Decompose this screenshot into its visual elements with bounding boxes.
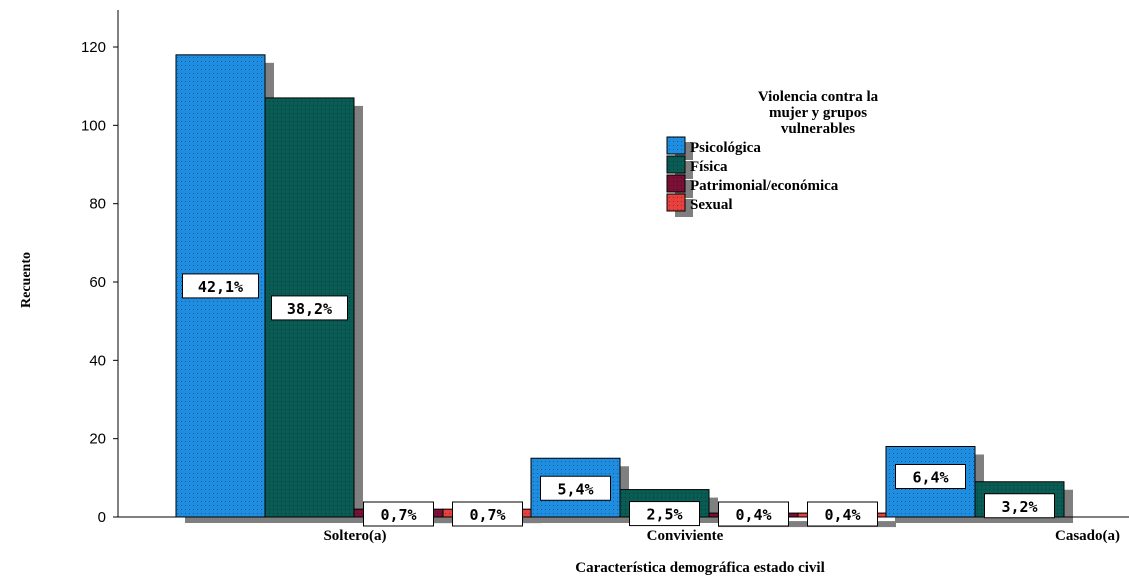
data-label: 0,7% [380,506,416,524]
data-label-box [895,464,966,489]
legend-entry: Física [690,159,728,175]
data-label: 5,4% [557,480,593,498]
x-tick-label: Casado(a) [1055,528,1120,544]
data-label-box [629,501,700,527]
legend-swatch-texture [667,156,685,173]
y-tick-label: 20 [89,431,106,448]
x-axis-title: Característica demográfica estado civil [575,560,825,576]
y-tick-label: 100 [81,117,106,134]
y-tick-label: 120 [81,39,106,56]
data-label-box [363,501,434,527]
data-label: 0,7% [469,506,505,524]
data-label: 3,2% [1001,498,1037,516]
legend-title-line: vulnerables [781,121,855,137]
y-tick-label: 40 [89,352,106,369]
x-tick-label: Soltero(a) [323,528,386,544]
data-label-box [452,501,523,527]
data-label-box [807,501,878,527]
legend-title-line: Violencia contra la [758,89,879,105]
legend-title-line: mujer y grupos [769,105,867,121]
y-tick-label: 80 [89,196,106,213]
y-tick-label: 60 [89,274,106,291]
y-tick-label: 0 [98,509,106,526]
data-label: 42,1% [198,278,243,296]
legend-swatch-texture [667,137,685,154]
data-label: 0,4% [824,506,860,524]
y-axis-title: Recuento [19,252,34,308]
legend-entry: Patrimonial/económica [690,178,839,194]
legend-entry: Psicológica [690,140,761,156]
data-label: 2,5% [646,506,682,524]
data-label-box [271,295,348,321]
data-label-box [984,493,1055,519]
legend-entry: Sexual [690,197,733,213]
legend-swatch-texture [667,175,685,192]
data-label: 6,4% [912,469,948,487]
data-label: 0,4% [735,506,771,524]
x-tick-label: Conviviente [647,528,724,544]
data-label-box [718,501,789,527]
data-label-box [540,475,611,501]
data-label-box [182,273,259,299]
legend-swatch-texture [667,194,685,211]
data-label: 38,2% [287,300,332,318]
